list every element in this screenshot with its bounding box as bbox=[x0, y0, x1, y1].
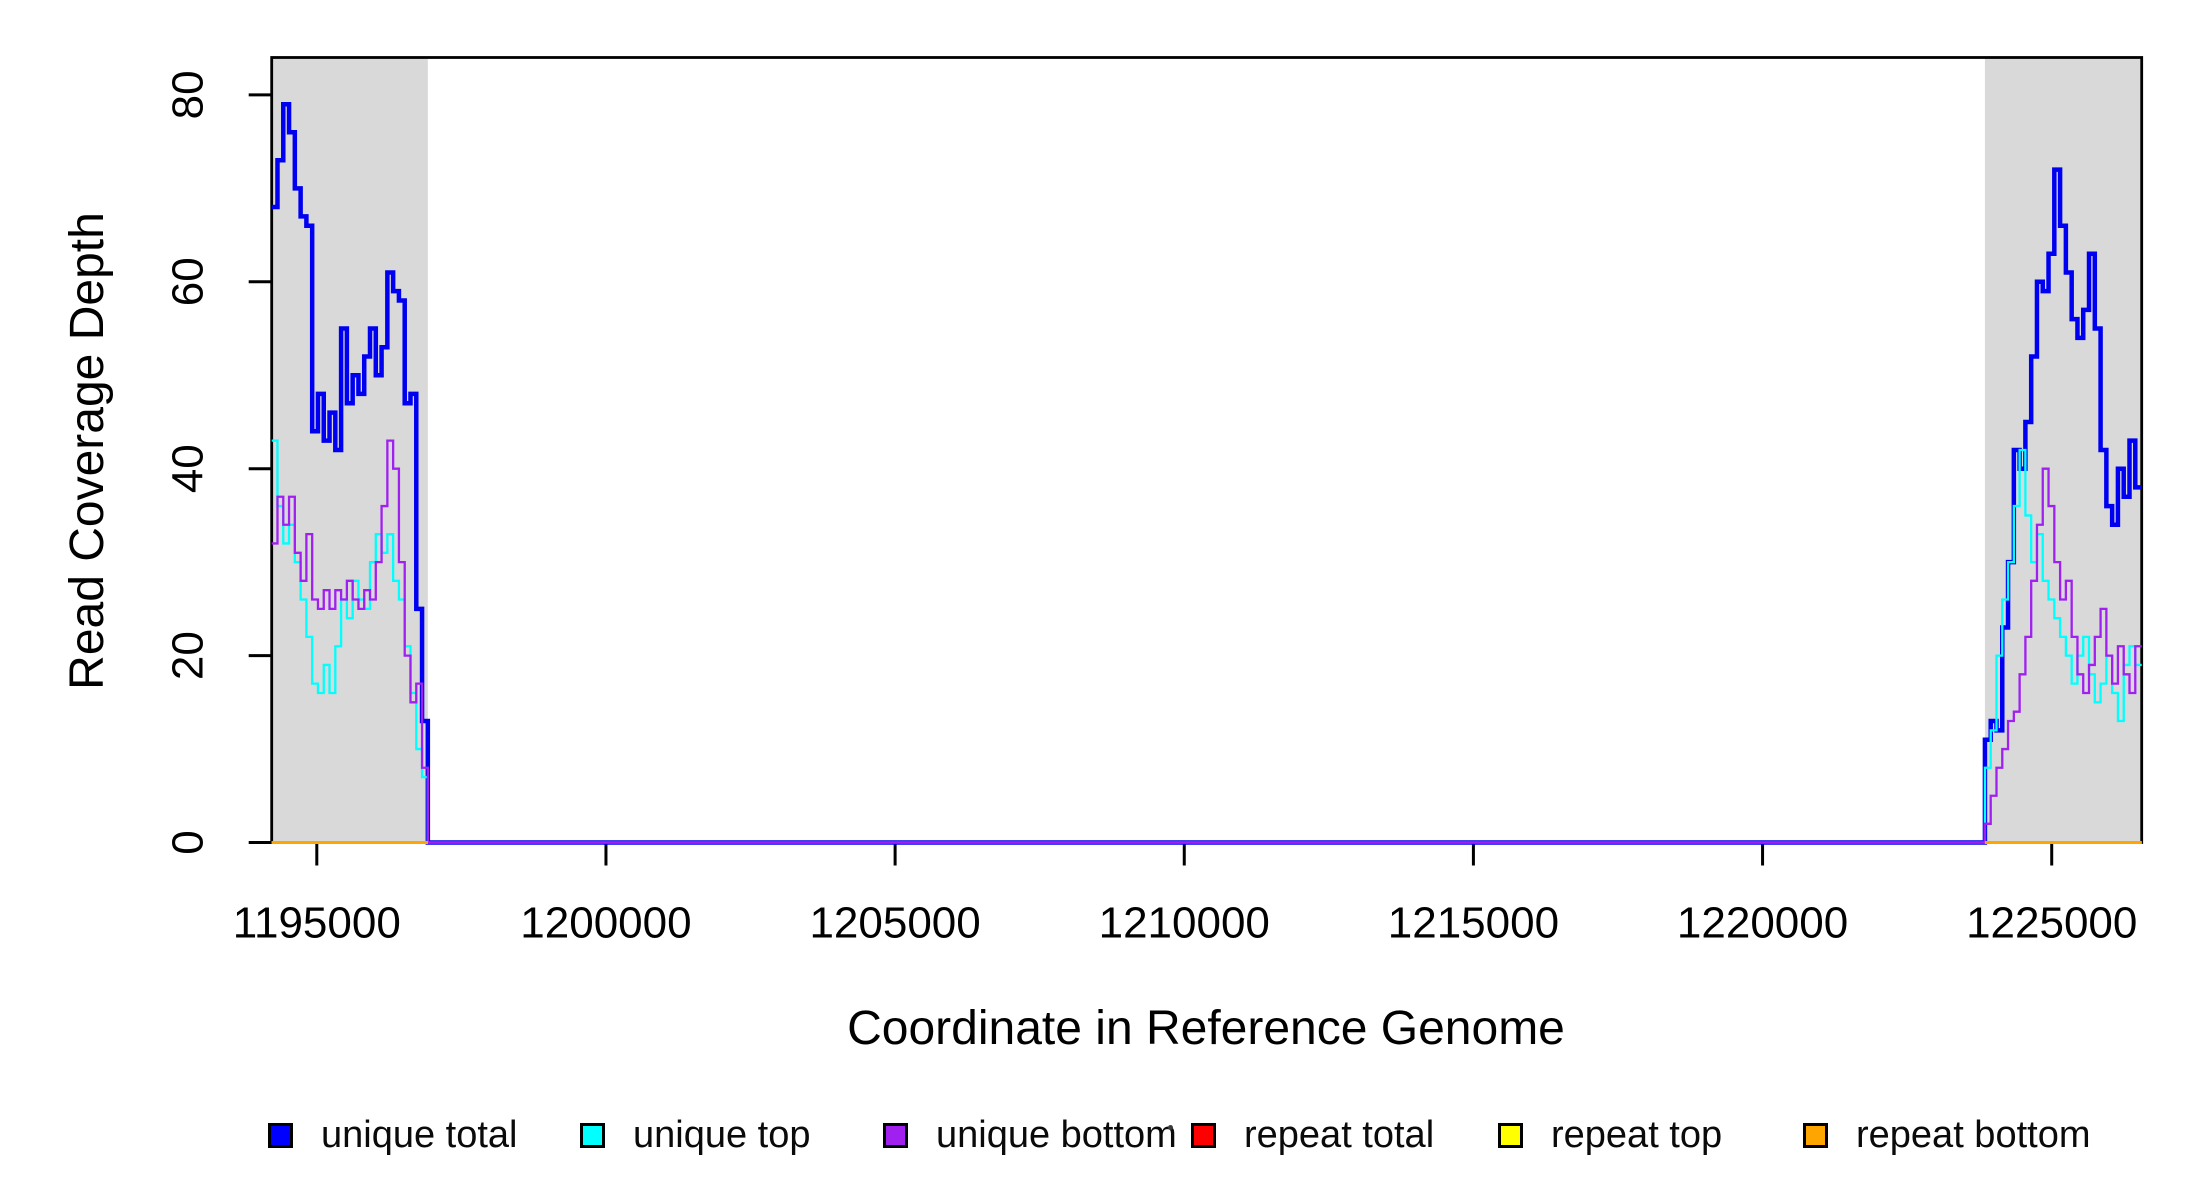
stray-dot-mark bbox=[1168, 1125, 1173, 1130]
y-tick-label: 40 bbox=[164, 444, 213, 493]
y-tick-label: 80 bbox=[164, 70, 213, 119]
x-axis-title: Coordinate in Reference Genome bbox=[847, 1002, 1565, 1055]
x-tick-label: 1215000 bbox=[1388, 899, 1559, 948]
plot-box bbox=[270, 56, 2144, 844]
series-line-unique-top bbox=[271, 439, 2142, 844]
series-line-unique-bottom bbox=[271, 439, 2142, 844]
y-tick-label: 0 bbox=[164, 830, 213, 854]
x-tick-label: 1195000 bbox=[233, 899, 401, 948]
x-tick-label: 1205000 bbox=[809, 899, 980, 948]
x-tick-label: 1220000 bbox=[1677, 899, 1848, 948]
shaded-region-1 bbox=[1984, 57, 2142, 843]
x-tick-label: 1210000 bbox=[1099, 899, 1270, 948]
x-tick-label: 1225000 bbox=[1966, 899, 2137, 948]
series-line-unique-total bbox=[271, 101, 2142, 845]
x-tick-label: 1200000 bbox=[520, 899, 691, 948]
y-tick-label: 20 bbox=[164, 631, 213, 680]
y-tick-label: 60 bbox=[164, 257, 213, 306]
y-axis-title: Read Coverage Depth bbox=[61, 212, 114, 690]
series-group bbox=[271, 101, 2142, 845]
